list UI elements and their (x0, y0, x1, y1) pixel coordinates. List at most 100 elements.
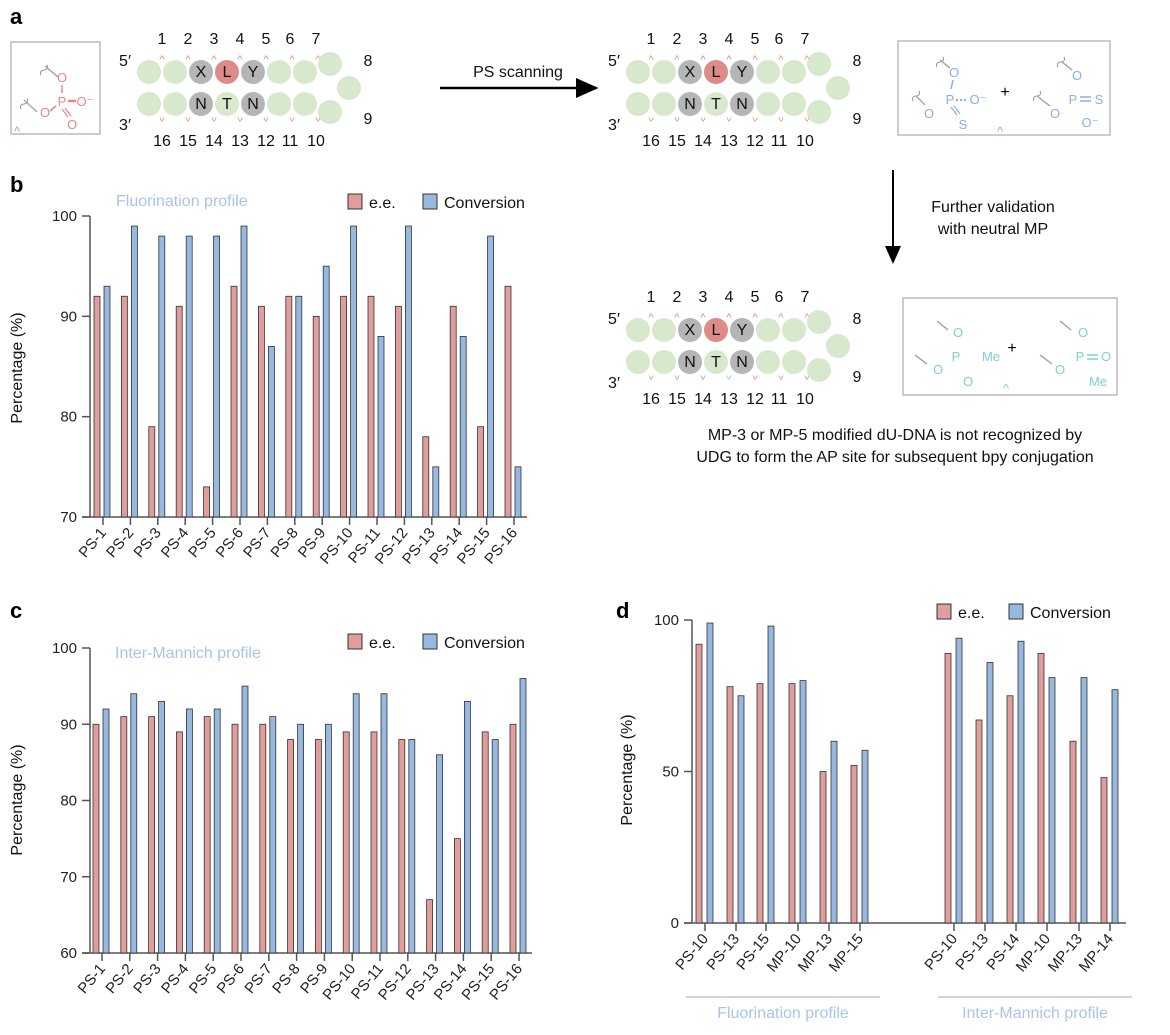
oxygen-label: O (933, 362, 943, 377)
y-tick-label: 0 (671, 915, 679, 932)
legend-swatch-conversion (422, 633, 438, 650)
methylphosphonate-structures: O P O Me O + O P O O Me ^ (902, 297, 1118, 396)
x-tick-label: PS-1 (76, 525, 110, 561)
position-number: 3 (699, 31, 708, 48)
caption-line1: MP-3 or MP-5 modified dU-DNA is not reco… (708, 427, 1082, 444)
nucleotide-bottom (756, 92, 780, 116)
base-letter: Y (737, 322, 748, 339)
bar-conversion (103, 285, 111, 518)
phosphorus-label: P (58, 94, 67, 109)
bar-conversion (267, 346, 275, 518)
nucleotide-bottom (704, 350, 728, 374)
bar-ee (367, 295, 375, 518)
legend-swatch-conversion (422, 193, 438, 210)
bar-ee (231, 723, 239, 954)
base-letter: T (711, 354, 721, 371)
validation-label-line2: with neutral MP (937, 221, 1048, 238)
bar-conversion (861, 749, 869, 924)
position-number: 13 (720, 133, 738, 150)
group-label: Inter-Mannich profile (962, 1005, 1108, 1022)
linkage-caret-icon: ^ (674, 111, 680, 123)
three-prime-label: 3′ (608, 117, 620, 134)
position-number: 16 (642, 133, 660, 150)
linkage-caret-icon: ^ (289, 111, 295, 123)
bar-conversion (269, 716, 277, 954)
bar-ee (148, 716, 156, 954)
panel-label-b: b (10, 172, 23, 197)
chart-title: Fluorination profile (116, 193, 248, 210)
bar-conversion (130, 693, 138, 954)
bar-conversion (213, 708, 221, 954)
sulfur-label: S (959, 117, 968, 132)
y-tick-label: 70 (60, 869, 77, 886)
linkage-caret-icon: ^ (237, 54, 243, 66)
y-axis-label: Percentage (%) (9, 312, 26, 423)
position-number: 16 (642, 391, 660, 408)
base-letter: L (712, 322, 721, 339)
bar-ee (477, 426, 485, 518)
position-number: 14 (205, 133, 223, 150)
nucleotide-top (730, 60, 754, 84)
position-number: 6 (775, 31, 784, 48)
nucleotide-bottom (782, 92, 806, 116)
legend-label-ee: e.e. (958, 605, 985, 622)
position-number: 9 (853, 369, 862, 386)
x-tick-label: PS-7 (240, 525, 274, 561)
y-tick-label: 50 (662, 764, 679, 781)
bar-ee (1037, 652, 1045, 924)
x-tick-label: PS-4 (158, 961, 192, 997)
phosphorus-label: P (946, 92, 955, 107)
base-letter: T (711, 96, 721, 113)
legend-label-conversion: Conversion (1030, 605, 1111, 622)
bar-conversion (213, 235, 221, 518)
linkage-caret-icon: ^ (700, 312, 706, 324)
legend-swatch-ee (936, 603, 952, 620)
chart-fluorination: 70 80 90 100 Percentage (%) Fluorination prof… (9, 193, 527, 568)
position-number: 5 (751, 289, 760, 306)
bar-ee (975, 719, 983, 924)
bar-ee (788, 683, 796, 924)
base-letter: N (195, 96, 207, 113)
nucleotide-bottom (137, 92, 161, 116)
position-number: 9 (364, 111, 373, 128)
y-tick-label: 90 (60, 308, 77, 325)
position-number: 12 (746, 133, 764, 150)
bar-conversion (767, 625, 775, 924)
x-tick-label: PS-5 (186, 961, 220, 997)
nucleotide-top (756, 318, 780, 342)
nucleotide-top (626, 60, 650, 84)
linkage-caret-icon: ^ (700, 111, 706, 123)
nucleotide-top (704, 318, 728, 342)
base-letter: T (222, 96, 232, 113)
base-letter: X (196, 64, 207, 81)
bar-ee (422, 436, 430, 518)
position-number: 15 (668, 391, 686, 408)
linkage-caret-icon: ^ (211, 54, 217, 66)
linkage-caret-icon: ^ (778, 312, 784, 324)
nucleotide-loop (807, 358, 831, 382)
position-number: 6 (286, 31, 295, 48)
nucleotide-loop (807, 310, 831, 334)
nucleotide-top (137, 60, 161, 84)
bar-conversion (185, 708, 193, 954)
linkage-caret-icon: ^ (726, 54, 732, 66)
position-number: 5 (751, 31, 760, 48)
bar-conversion (463, 700, 471, 954)
bar-ee (394, 305, 402, 518)
linkage-caret-icon: ^ (778, 54, 784, 66)
bar-ee (1069, 740, 1077, 924)
nucleotide-top (730, 318, 754, 342)
oxygen-label: O (1050, 106, 1060, 121)
position-number: 11 (282, 133, 299, 150)
linkage-caret-icon: ^ (804, 111, 810, 123)
linkage-caret-icon: ^ (752, 369, 758, 381)
bar-conversion (491, 739, 499, 954)
bar-conversion (324, 723, 332, 954)
bar-conversion (185, 235, 193, 518)
bar-ee (481, 731, 489, 954)
position-number: 7 (312, 31, 321, 48)
linkage-caret-icon: ^ (237, 111, 243, 123)
linkage-caret-icon: ^ (700, 369, 706, 381)
bar-ee (148, 426, 156, 518)
